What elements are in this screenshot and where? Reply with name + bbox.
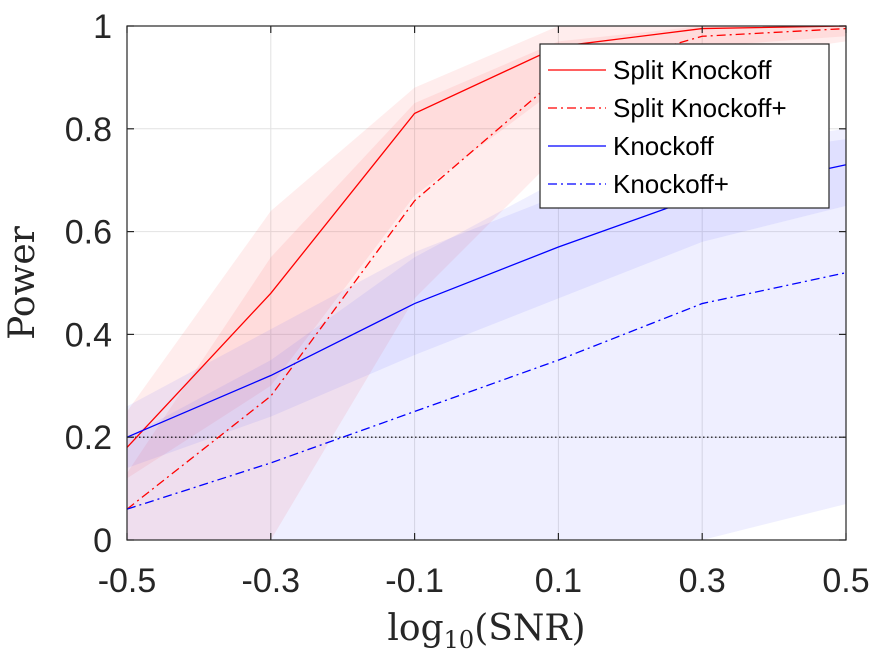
x-axis-label: log10(SNR)	[387, 608, 585, 654]
x-axis-ticks: -0.5 -0.3 -0.1 0.1 0.3 0.5	[98, 26, 870, 600]
band-series-1	[127, 26, 846, 540]
y-tick-label-5: 1	[93, 8, 112, 46]
legend-label-2: Knockoff	[613, 131, 714, 161]
y-tick-label-4: 0.8	[65, 111, 112, 149]
y-tick-label-0: 0	[93, 522, 112, 560]
legend-label-1: Split Knockoff+	[613, 93, 787, 123]
y-axis-label: Power	[2, 225, 43, 340]
band-series-2	[127, 128, 846, 469]
x-tick-label-2: -0.1	[385, 562, 444, 600]
series-line-3	[126, 272, 847, 510]
x-tick-label-4: 0.3	[679, 562, 726, 600]
y-tick-label-3: 0.6	[65, 214, 112, 252]
series-line-0	[126, 25, 847, 448]
y-tick-label-1: 0.2	[65, 419, 112, 457]
plot-frame	[126, 25, 847, 541]
x-tick-label-5: 0.5	[822, 562, 869, 600]
x-tick-label-1: -0.3	[242, 562, 301, 600]
legend-label-3: Knockoff+	[613, 169, 729, 199]
x-axis-label-main: log	[387, 608, 443, 649]
legend-label-0: Split Knockoff	[613, 55, 772, 85]
y-axis-ticks: 0 0.2 0.4 0.6 0.8 1	[65, 8, 846, 560]
confidence-bands	[127, 26, 846, 540]
x-axis-label-subscript: 10	[444, 626, 475, 654]
y-tick-label-2: 0.4	[65, 316, 112, 354]
legend: Split Knockoff Split Knockoff+ Knockoff Kno…	[539, 43, 830, 209]
legend-box	[539, 43, 830, 209]
x-axis-label-rest: (SNR)	[474, 608, 585, 649]
x-tick-label-3: 0.1	[535, 562, 582, 600]
series-line-1	[126, 27, 847, 510]
band-series-0	[127, 26, 846, 479]
band-series-3	[127, 139, 846, 540]
x-tick-label-0: -0.5	[98, 562, 157, 600]
